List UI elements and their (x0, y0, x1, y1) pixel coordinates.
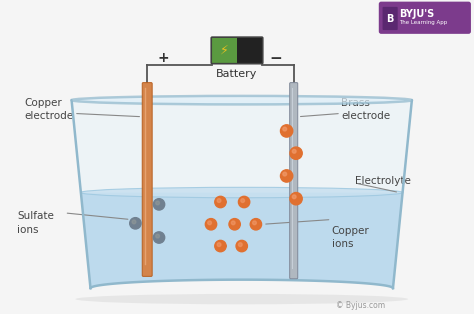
Ellipse shape (75, 294, 408, 304)
FancyBboxPatch shape (379, 2, 471, 34)
Circle shape (283, 172, 287, 176)
Text: Sulfate
ions: Sulfate ions (17, 211, 54, 235)
Circle shape (236, 240, 247, 252)
Circle shape (290, 192, 302, 205)
FancyBboxPatch shape (212, 38, 237, 63)
Circle shape (292, 195, 296, 199)
Circle shape (217, 243, 221, 246)
Text: Copper
ions: Copper ions (331, 226, 369, 249)
Circle shape (156, 201, 159, 205)
Circle shape (281, 170, 293, 182)
Circle shape (130, 218, 141, 229)
Circle shape (238, 243, 242, 246)
Circle shape (229, 219, 240, 230)
Circle shape (250, 219, 262, 230)
Circle shape (205, 219, 217, 230)
Text: The Learning App: The Learning App (399, 20, 447, 25)
Circle shape (253, 221, 256, 225)
Text: © Byjus.com: © Byjus.com (336, 301, 385, 310)
Circle shape (156, 234, 159, 238)
Text: +: + (157, 51, 169, 65)
Text: Electrolyte: Electrolyte (355, 176, 411, 186)
Circle shape (215, 196, 226, 208)
Text: B: B (386, 14, 394, 24)
Polygon shape (81, 192, 403, 288)
Circle shape (154, 199, 164, 210)
Circle shape (283, 127, 287, 131)
Text: Copper
electrode: Copper electrode (24, 98, 73, 121)
Text: ⚡: ⚡ (220, 43, 229, 57)
Polygon shape (72, 100, 412, 288)
Text: Brass
electrode: Brass electrode (341, 98, 390, 121)
Circle shape (292, 149, 296, 153)
Circle shape (281, 125, 293, 137)
Circle shape (217, 199, 221, 203)
Circle shape (208, 221, 211, 225)
FancyBboxPatch shape (290, 83, 298, 279)
Circle shape (154, 232, 164, 243)
Text: BYJU'S: BYJU'S (399, 9, 434, 19)
Circle shape (290, 147, 302, 160)
Circle shape (241, 199, 245, 203)
FancyBboxPatch shape (237, 38, 262, 63)
FancyBboxPatch shape (142, 83, 152, 276)
Text: Battery: Battery (216, 69, 258, 79)
Circle shape (231, 221, 235, 225)
Circle shape (238, 196, 250, 208)
Ellipse shape (72, 96, 412, 105)
Circle shape (132, 220, 136, 224)
Circle shape (215, 240, 226, 252)
Ellipse shape (81, 187, 403, 198)
Text: −: − (270, 51, 283, 66)
FancyBboxPatch shape (383, 7, 398, 30)
